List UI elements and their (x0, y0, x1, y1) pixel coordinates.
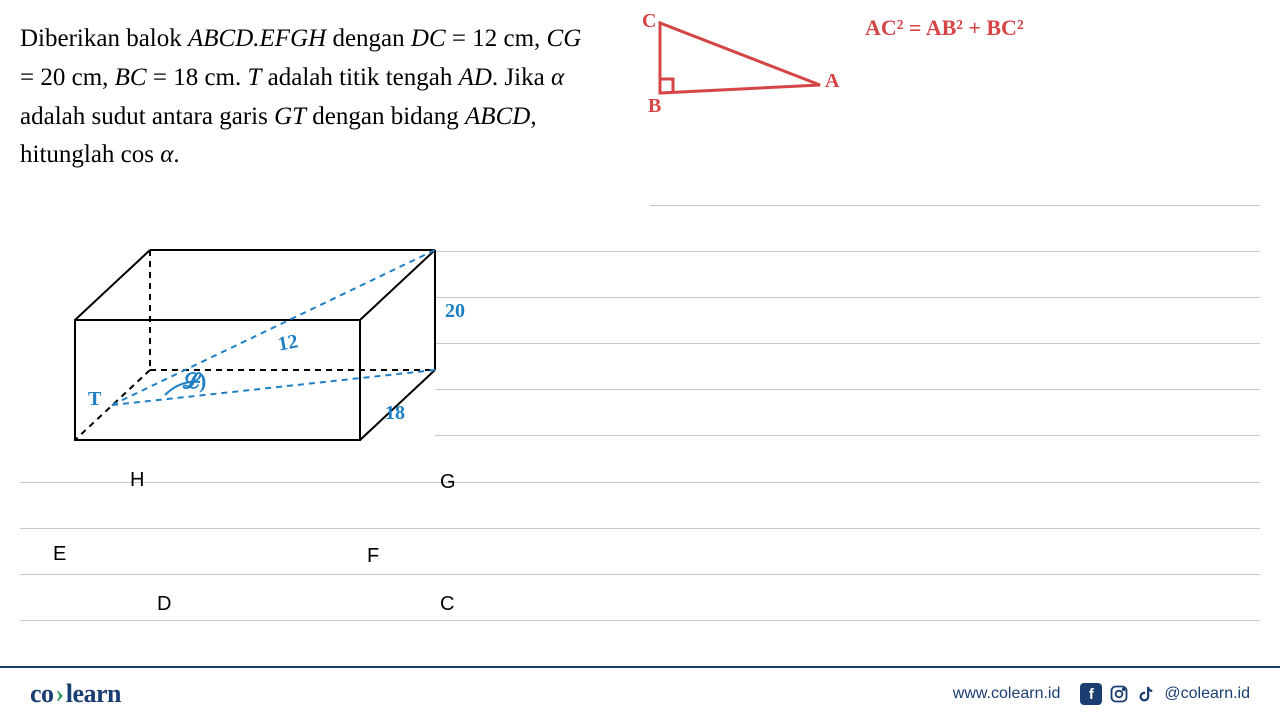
instagram-icon (1108, 683, 1130, 705)
social-links: f @colearn.id (1080, 683, 1250, 705)
red-triangle-work: C B A AC² = AB² + BC² (640, 15, 1240, 135)
tri-label-B: B (648, 95, 661, 118)
pythagoras-equation: AC² = AB² + BC² (865, 15, 1024, 41)
logo-learn: learn (66, 679, 121, 708)
label-C: C (440, 593, 454, 616)
logo: co›learn (30, 679, 121, 709)
label-F: F (367, 545, 379, 568)
label-20: 20 (445, 300, 465, 323)
label-H: H (130, 469, 144, 492)
label-alpha: 𝓛) (183, 368, 206, 394)
logo-chevron: › (56, 679, 64, 708)
footer: co›learn www.colearn.id f @colearn.id (0, 666, 1280, 720)
label-E: E (53, 543, 66, 566)
tiktok-icon (1136, 683, 1158, 705)
logo-co: co (30, 679, 54, 708)
problem-statement: Diberikan balok ABCD.EFGH dengan DC = 12… (20, 20, 600, 175)
facebook-icon: f (1080, 683, 1102, 705)
social-handle: @colearn.id (1164, 685, 1250, 703)
label-12: 12 (276, 330, 300, 356)
label-G: G (440, 471, 456, 494)
cuboid-diagram: A B C D E F G H T 𝓛) 12 20 18 (45, 230, 455, 470)
tri-label-C: C (642, 10, 656, 33)
label-D: D (157, 593, 171, 616)
label-T: T (88, 388, 101, 411)
website-url: www.colearn.id (953, 685, 1061, 703)
tri-label-A: A (825, 70, 839, 93)
label-18: 18 (385, 402, 405, 425)
